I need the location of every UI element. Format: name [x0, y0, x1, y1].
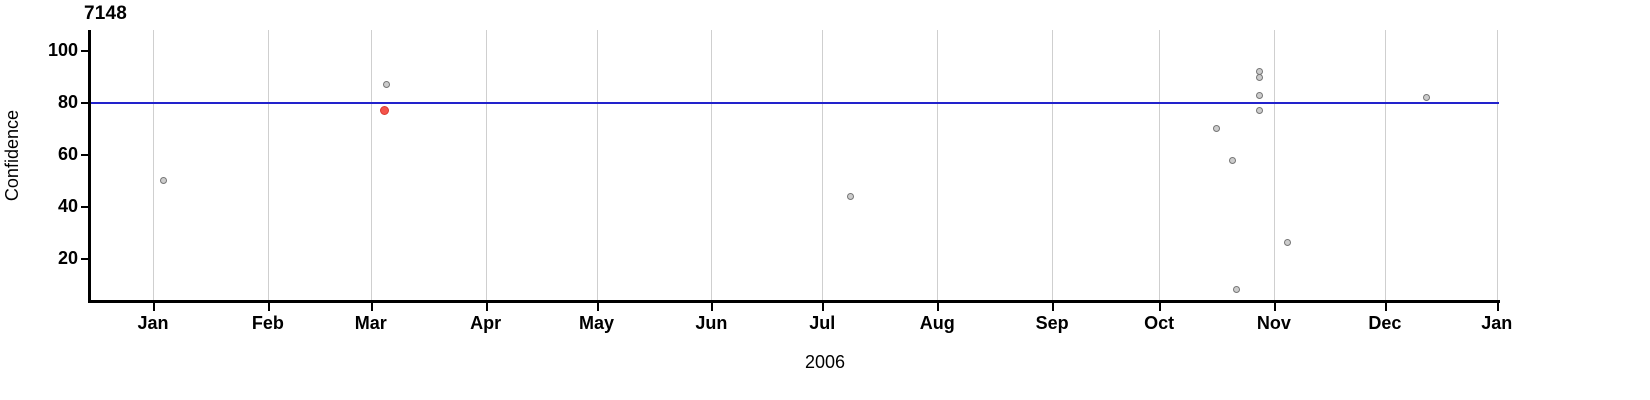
- gridline-jun: [711, 30, 713, 300]
- y-tick-label-40: 40: [57, 195, 78, 216]
- x-tick-label-jul-6: Jul: [809, 313, 836, 333]
- y-axis-line: [88, 30, 91, 302]
- y-tick-label-60: 60: [57, 143, 78, 164]
- data-point[interactable]: [1256, 91, 1264, 99]
- x-tick-jan-0: [153, 303, 156, 311]
- x-axis-title: 2006: [804, 352, 846, 372]
- y-tick-label-20: 20: [57, 247, 78, 268]
- gridline-feb: [267, 30, 269, 300]
- x-tick-jan-12: [1496, 303, 1499, 311]
- x-tick-label-jan-12: Jan: [1481, 313, 1513, 333]
- x-tick-label-feb-1: Feb: [251, 313, 284, 333]
- data-point[interactable]: [1256, 107, 1264, 115]
- x-tick-may-4: [596, 303, 599, 311]
- y-tick-label-100: 100: [47, 40, 78, 61]
- gridline-dec: [1384, 30, 1386, 300]
- x-tick-sep-8: [1052, 303, 1055, 311]
- x-tick-apr-3: [485, 303, 488, 311]
- y-tick-label-80: 80: [57, 92, 78, 113]
- gridline-nov: [1273, 30, 1275, 300]
- y-tick-40: [81, 205, 88, 208]
- x-tick-label-dec-11: Dec: [1368, 313, 1402, 333]
- x-tick-dec-11: [1384, 303, 1387, 311]
- y-tick-60: [81, 153, 88, 156]
- x-tick-label-nov-10: Nov: [1256, 313, 1291, 333]
- x-tick-label-aug-7: Aug: [919, 313, 955, 333]
- x-axis-line: [88, 300, 1500, 303]
- x-tick-aug-7: [937, 303, 940, 311]
- data-point[interactable]: [1229, 156, 1237, 164]
- x-tick-label-may-4: May: [579, 313, 615, 333]
- gridline-may: [596, 30, 598, 300]
- gridline-apr: [485, 30, 487, 300]
- x-tick-jul-6: [822, 303, 825, 311]
- data-point[interactable]: [1284, 239, 1292, 247]
- x-tick-label-sep-8: Sep: [1035, 313, 1069, 333]
- x-tick-nov-10: [1273, 303, 1276, 311]
- data-point[interactable]: [1256, 73, 1264, 81]
- gridline-jul: [822, 30, 824, 300]
- gridline-jan: [1496, 30, 1498, 300]
- data-point[interactable]: [1213, 125, 1221, 133]
- x-tick-label-apr-3: Apr: [470, 313, 502, 333]
- confidence-threshold-line: [88, 102, 1499, 105]
- y-tick-80: [81, 102, 88, 105]
- data-point[interactable]: [383, 81, 391, 89]
- gridline-jan: [153, 30, 155, 300]
- data-point[interactable]: [1233, 286, 1241, 294]
- data-point[interactable]: [847, 192, 854, 200]
- y-tick-20: [81, 257, 88, 260]
- x-tick-label-jan-0: Jan: [137, 313, 169, 333]
- x-tick-mar-2: [370, 303, 373, 311]
- gridline-aug: [937, 30, 939, 300]
- data-point-highlighted[interactable]: [379, 106, 389, 116]
- y-tick-100: [81, 50, 88, 53]
- gridline-oct: [1159, 30, 1161, 300]
- x-tick-label-mar-2: Mar: [354, 313, 387, 333]
- y-axis-title: Confidence: [2, 110, 22, 202]
- chart-title: 7148: [84, 3, 128, 24]
- data-point[interactable]: [159, 177, 167, 185]
- gridline-sep: [1052, 30, 1054, 300]
- gridline-mar: [370, 30, 372, 300]
- data-point[interactable]: [1422, 94, 1430, 102]
- x-tick-oct-9: [1159, 303, 1162, 311]
- x-tick-label-jun-5: Jun: [695, 313, 728, 333]
- x-tick-jun-5: [711, 303, 714, 311]
- x-tick-label-oct-9: Oct: [1144, 313, 1175, 333]
- x-tick-feb-1: [267, 303, 270, 311]
